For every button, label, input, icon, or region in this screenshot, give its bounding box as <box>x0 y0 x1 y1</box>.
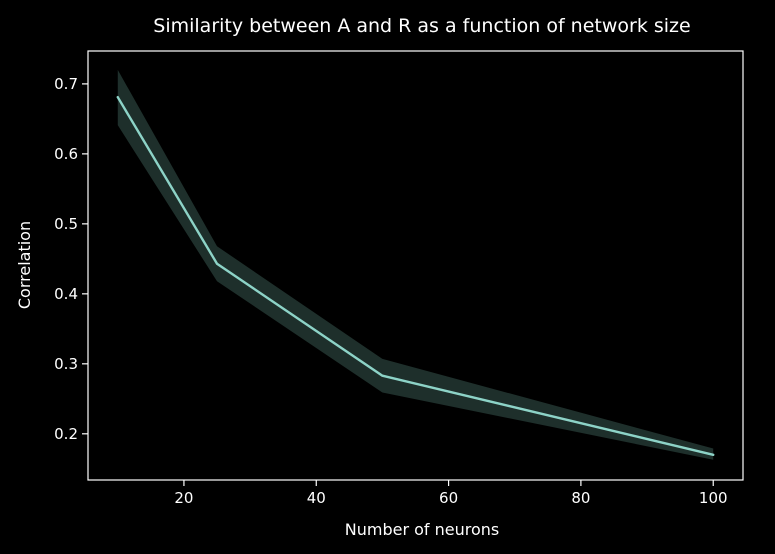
x-tick-label: 40 <box>307 489 326 507</box>
y-tick-label: 0.6 <box>54 145 78 163</box>
chart-title: Similarity between A and R as a function… <box>153 15 690 37</box>
x-ticks: 20 40 60 80 100 <box>174 480 728 507</box>
confidence-band <box>117 69 714 460</box>
y-tick-label: 0.3 <box>54 355 78 373</box>
x-tick-label: 20 <box>174 489 193 507</box>
y-tick-label: 0.7 <box>54 75 78 93</box>
y-axis-label: Correlation <box>15 221 34 309</box>
plot-area <box>116 69 715 460</box>
x-tick-label: 60 <box>439 489 458 507</box>
y-tick-label: 0.2 <box>54 425 78 443</box>
y-ticks: 0.2 0.3 0.4 0.5 0.6 0.7 <box>54 75 88 443</box>
y-tick-label: 0.5 <box>54 215 78 233</box>
x-tick-label: 80 <box>571 489 590 507</box>
x-axis-label: Number of neurons <box>345 520 499 539</box>
series-line <box>116 95 715 457</box>
y-tick-label: 0.4 <box>54 285 78 303</box>
confidence-band-group <box>117 69 714 460</box>
x-tick-label: 100 <box>699 489 728 507</box>
series-line-group <box>116 95 715 457</box>
axes-frame <box>87 50 744 481</box>
